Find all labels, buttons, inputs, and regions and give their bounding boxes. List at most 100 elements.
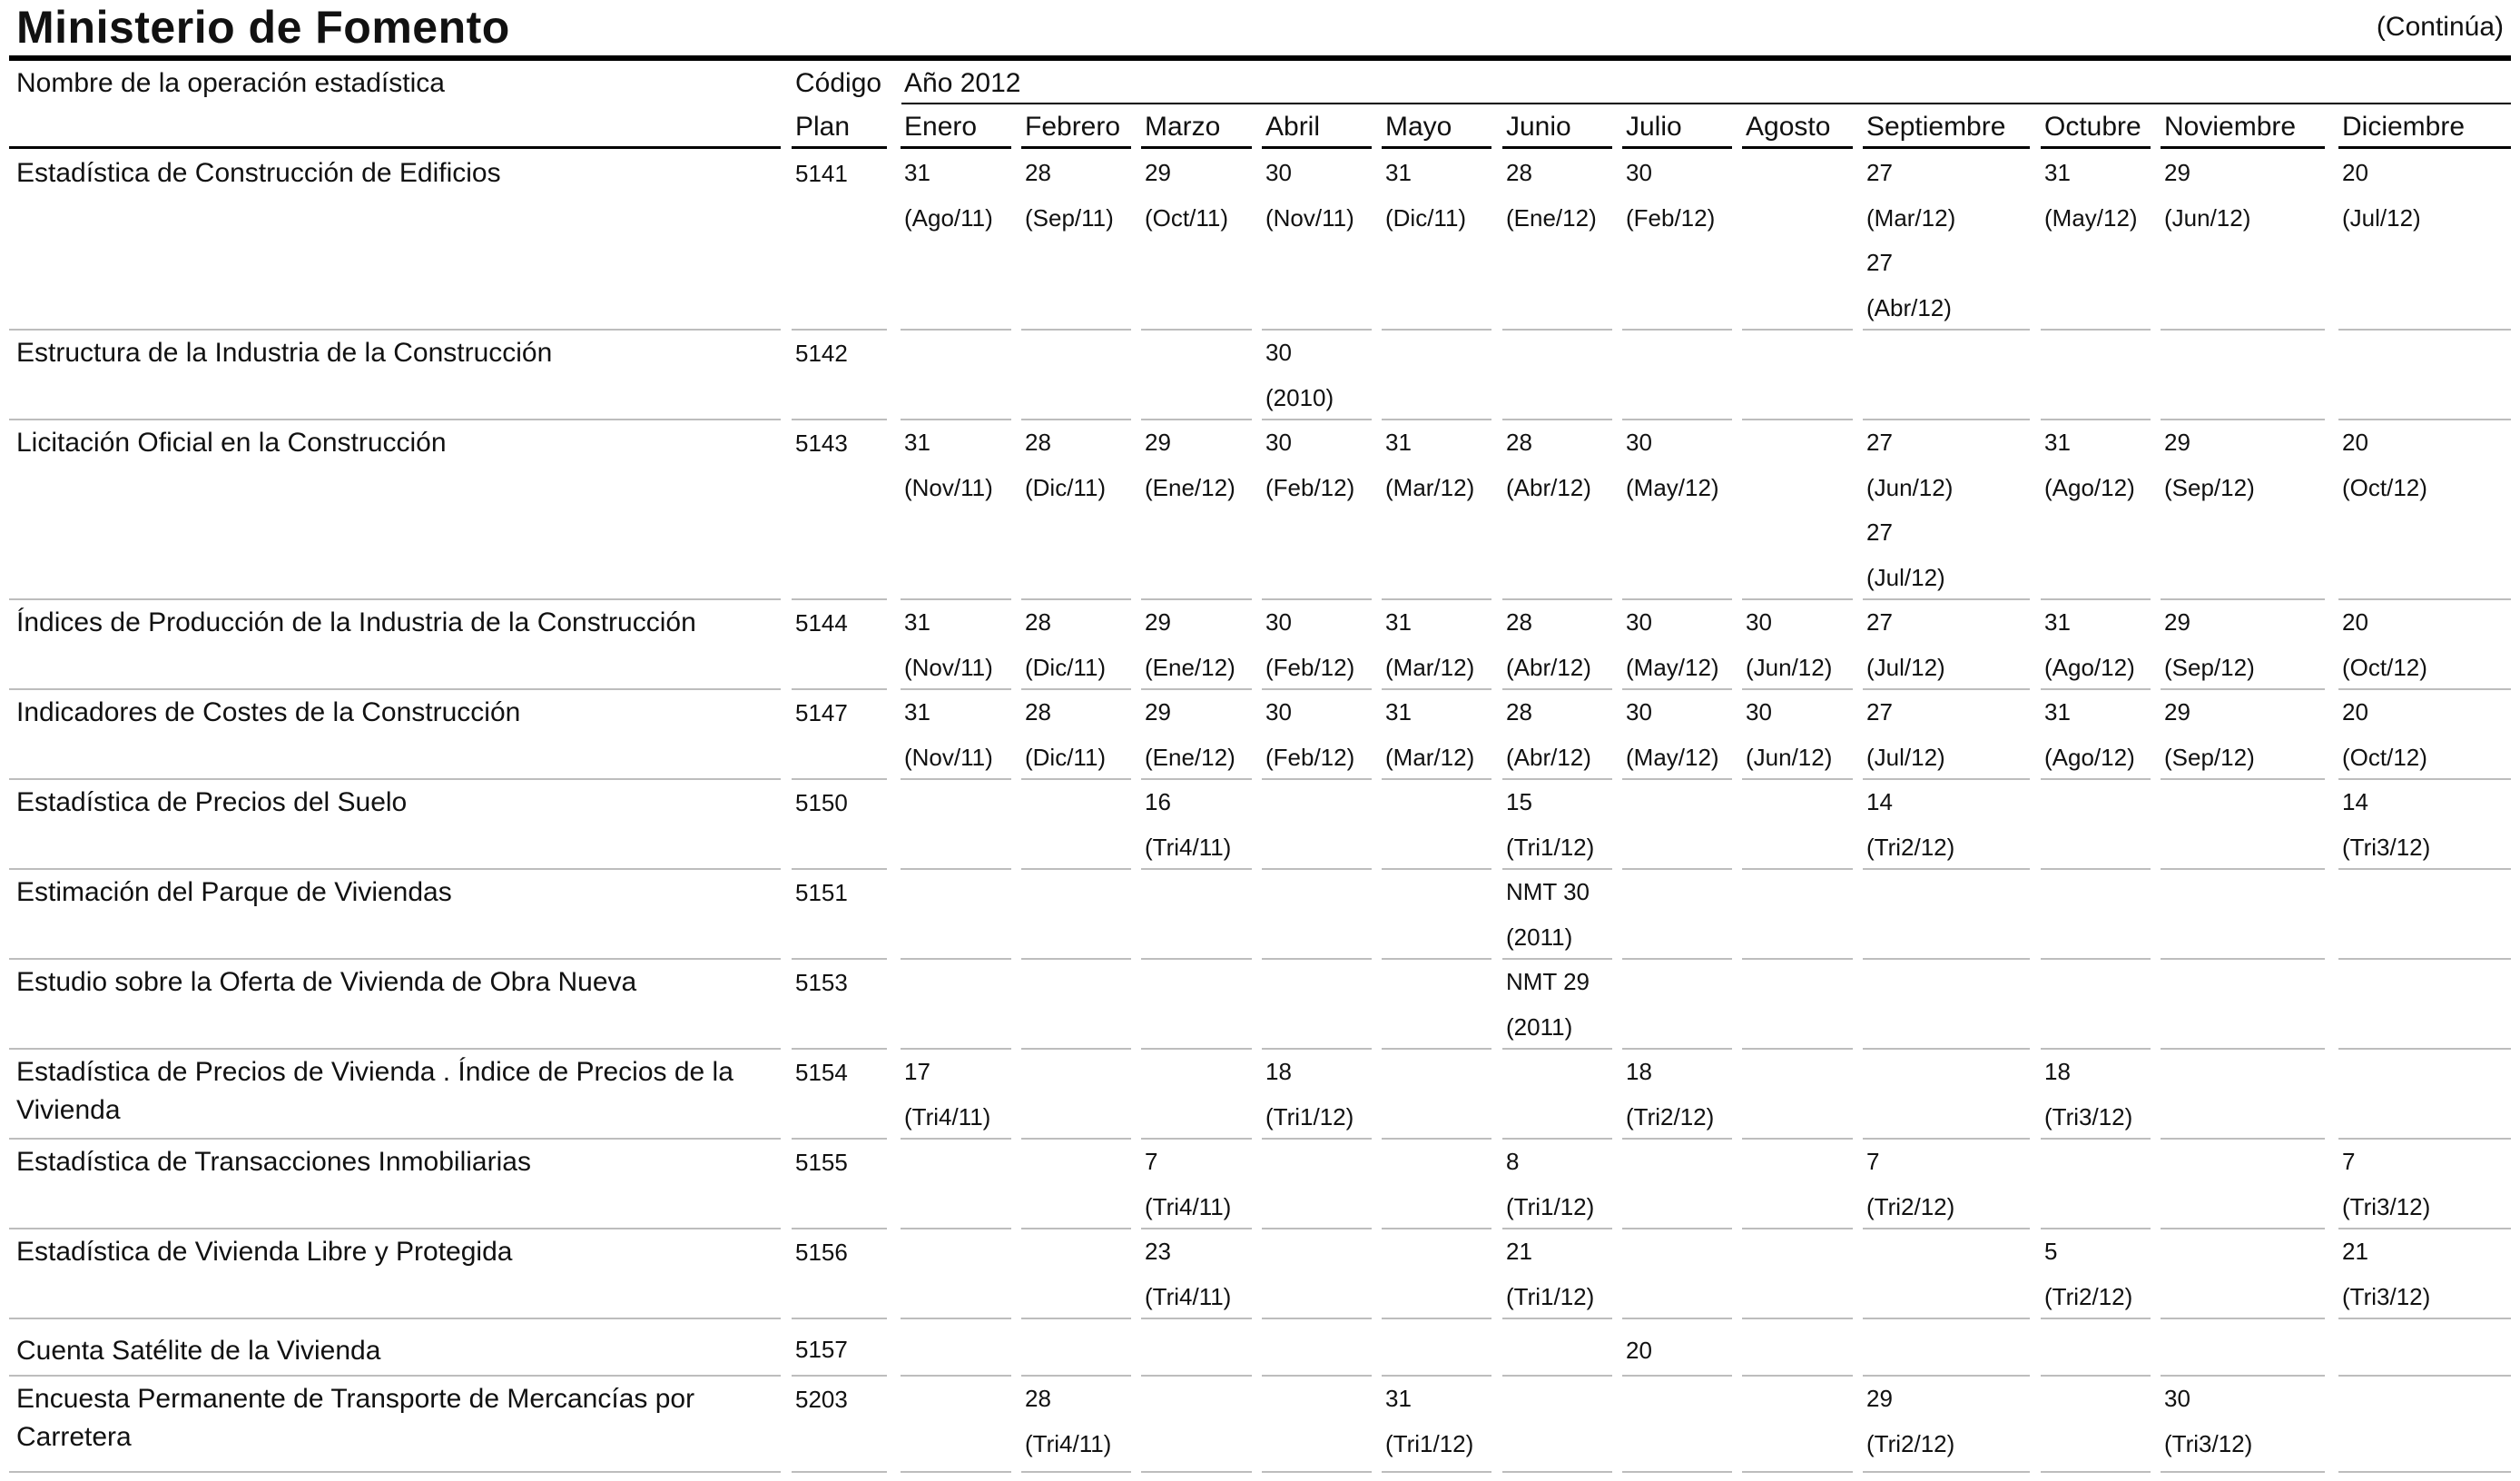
reference-period: (Tri4/11) bbox=[1145, 1282, 1232, 1310]
row-separator-code bbox=[792, 598, 887, 600]
row-separator-month bbox=[2161, 1138, 2325, 1140]
release-day: 31 bbox=[2044, 159, 2071, 186]
row-separator-month bbox=[2041, 329, 2151, 331]
release-day: 21 bbox=[2342, 1238, 2368, 1265]
row-separator-month bbox=[1021, 1318, 1131, 1319]
row-separator-month bbox=[901, 1138, 1011, 1140]
row-separator-code bbox=[792, 1048, 887, 1050]
release-day: 31 bbox=[1385, 1385, 1412, 1412]
row-separator-month bbox=[1021, 1375, 1131, 1377]
reference-period: (May/12) bbox=[1626, 653, 1719, 681]
reference-period: (Tri3/12) bbox=[2044, 1102, 2133, 1130]
row-separator-month bbox=[2161, 1228, 2325, 1229]
reference-period: (Ago/11) bbox=[904, 203, 993, 232]
reference-period: (Tri4/11) bbox=[904, 1102, 991, 1130]
reference-period: (Oct/11) bbox=[1145, 203, 1228, 232]
row-separator-month bbox=[1742, 1375, 1853, 1377]
reference-period: (Mar/12) bbox=[1385, 743, 1475, 771]
reference-period: (Tri2/12) bbox=[1866, 1429, 1955, 1457]
row-separator-month bbox=[2338, 1228, 2511, 1229]
row-separator-month bbox=[1622, 329, 1732, 331]
release-day: 31 bbox=[904, 159, 930, 186]
table-row-name: Índices de Producción de la Industria de… bbox=[16, 607, 696, 637]
reference-period: (2011) bbox=[1506, 1012, 1573, 1041]
row-separator-code bbox=[792, 419, 887, 420]
row-separator-month bbox=[2161, 1471, 2325, 1473]
row-separator-name bbox=[9, 1228, 781, 1229]
row-separator-month bbox=[2041, 1228, 2151, 1229]
month-header-agosto: Agosto bbox=[1746, 112, 1831, 142]
table-row-code: 5156 bbox=[795, 1239, 848, 1266]
table-row-code: 5147 bbox=[795, 699, 848, 726]
row-separator-month bbox=[1742, 958, 1853, 960]
row-separator-name bbox=[9, 868, 781, 870]
row-separator-month bbox=[1262, 1138, 1372, 1140]
release-day: 30 bbox=[1265, 429, 1292, 456]
month-header-enero: Enero bbox=[904, 112, 978, 142]
reference-period: (Tri4/11) bbox=[1145, 1192, 1232, 1220]
reference-period: (Tri3/12) bbox=[2164, 1429, 2253, 1457]
release-day: 30 bbox=[1265, 608, 1292, 636]
release-day: 16 bbox=[1145, 788, 1171, 815]
row-separator-month bbox=[1622, 778, 1732, 780]
row-separator-month bbox=[1502, 868, 1612, 870]
reference-period: (Sep/12) bbox=[2164, 473, 2255, 501]
release-day: 31 bbox=[904, 608, 930, 636]
release-day: 18 bbox=[2044, 1058, 2071, 1085]
reference-period: (Tri1/12) bbox=[1506, 1192, 1595, 1220]
release-day: 28 bbox=[1506, 159, 1532, 186]
row-separator-month bbox=[1622, 419, 1732, 420]
row-separator-month bbox=[1742, 868, 1853, 870]
release-day: 30 bbox=[1746, 698, 1772, 726]
row-separator-month bbox=[1863, 1048, 2030, 1050]
row-separator-month bbox=[1742, 688, 1853, 690]
month-header-rule bbox=[1502, 146, 1612, 149]
row-separator-month bbox=[1141, 688, 1252, 690]
release-day: 31 bbox=[904, 698, 930, 726]
row-separator-month bbox=[2161, 868, 2325, 870]
reference-period: (Tri2/12) bbox=[1626, 1102, 1715, 1130]
row-separator-month bbox=[901, 1318, 1011, 1319]
row-separator-month bbox=[1141, 1138, 1252, 1140]
row-separator-code bbox=[792, 1471, 887, 1473]
row-separator-month bbox=[2338, 1138, 2511, 1140]
month-header-rule bbox=[1141, 146, 1252, 149]
row-separator-month bbox=[1502, 1375, 1612, 1377]
release-day: 29 bbox=[2164, 429, 2190, 456]
reference-period: (Jul/12) bbox=[1866, 653, 1945, 681]
release-day: 28 bbox=[1025, 429, 1051, 456]
row-separator-month bbox=[901, 598, 1011, 600]
reference-period: (2010) bbox=[1265, 383, 1334, 411]
reference-period: (Tri4/11) bbox=[1025, 1429, 1112, 1457]
reference-period: (Jun/12) bbox=[2164, 203, 2251, 232]
reference-period: (Tri3/12) bbox=[2342, 1282, 2431, 1310]
table-row-name: Estadística de Vivienda Libre y Protegid… bbox=[16, 1237, 513, 1267]
month-header-rule bbox=[2041, 146, 2151, 149]
row-separator-code bbox=[792, 1228, 887, 1229]
reference-period: (Sep/11) bbox=[1025, 203, 1114, 232]
row-separator-month bbox=[1021, 868, 1131, 870]
row-separator-month bbox=[1382, 868, 1491, 870]
release-day: 18 bbox=[1626, 1058, 1652, 1085]
table-row-name: Estadística de Construcción de Edificios bbox=[16, 158, 501, 188]
release-day: 7 bbox=[1866, 1148, 1880, 1175]
reference-period: (Jun/12) bbox=[1866, 473, 1954, 501]
reference-period: (Nov/11) bbox=[1265, 203, 1354, 232]
row-separator-month bbox=[1502, 1318, 1612, 1319]
row-separator-month bbox=[2161, 1048, 2325, 1050]
release-day: 29 bbox=[2164, 159, 2190, 186]
row-separator-month bbox=[1382, 1048, 1491, 1050]
row-separator-month bbox=[2161, 1375, 2325, 1377]
row-separator-month bbox=[1742, 778, 1853, 780]
release-day: 15 bbox=[1506, 788, 1532, 815]
reference-period: (May/12) bbox=[2044, 203, 2138, 232]
release-day: 29 bbox=[1145, 159, 1171, 186]
row-separator-month bbox=[1622, 958, 1732, 960]
column-header-year: Año 2012 bbox=[904, 68, 1021, 98]
row-separator-month bbox=[2161, 1318, 2325, 1319]
reference-period: (Ene/12) bbox=[1506, 203, 1597, 232]
row-separator-month bbox=[2338, 778, 2511, 780]
release-day: 20 bbox=[1626, 1337, 1652, 1364]
row-separator-month bbox=[2338, 329, 2511, 331]
reference-period: (Jul/12) bbox=[1866, 563, 1945, 591]
